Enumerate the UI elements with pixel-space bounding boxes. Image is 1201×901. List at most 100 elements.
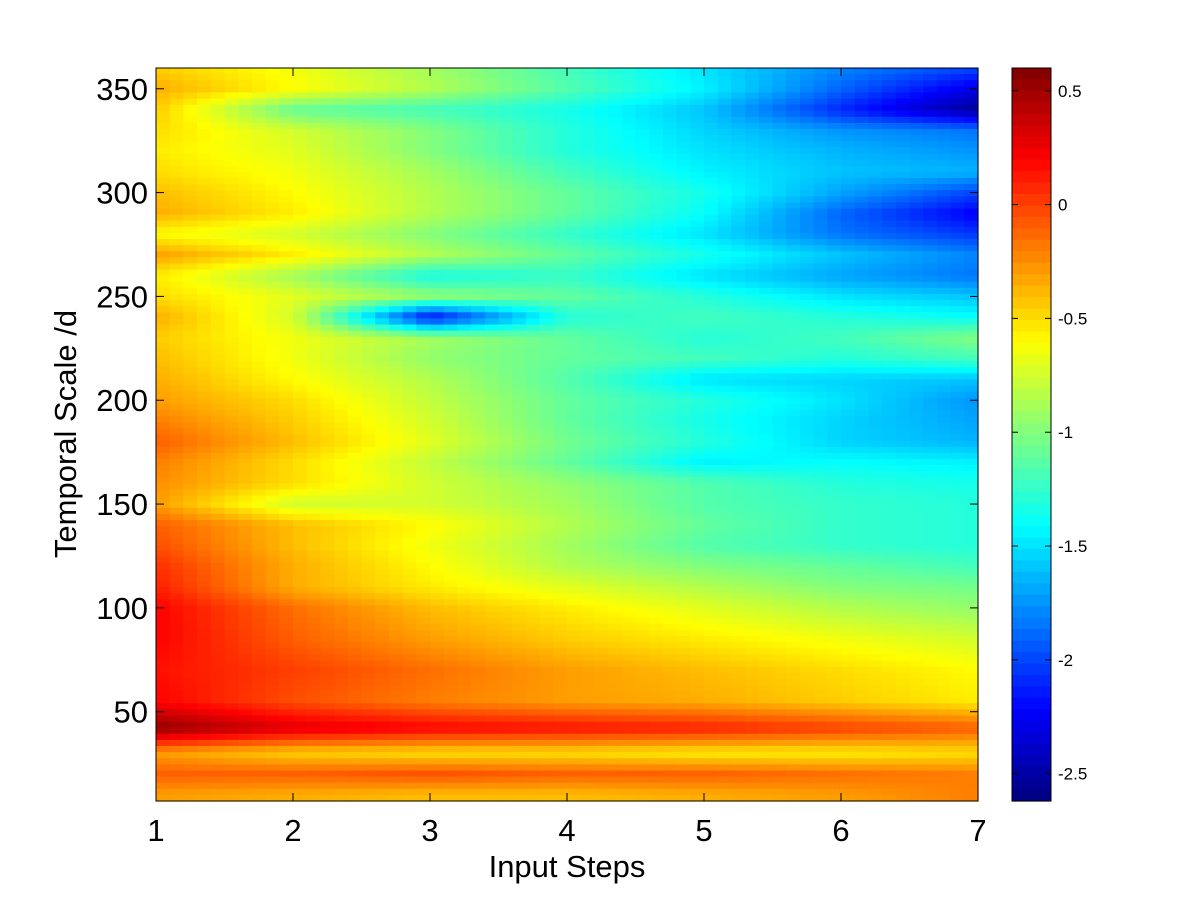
heatmap-cell: [950, 373, 965, 381]
heatmap-cell: [567, 410, 582, 417]
heatmap-cell: [731, 416, 746, 423]
heatmap-cell: [293, 92, 308, 100]
heatmap-cell: [512, 171, 527, 179]
heatmap-cell: [224, 214, 239, 222]
heatmap-cell: [580, 342, 595, 350]
heatmap-cell: [786, 397, 801, 405]
heatmap-cell: [772, 324, 787, 332]
heatmap-cell: [580, 556, 595, 564]
heatmap-cell: [868, 269, 883, 277]
heatmap-cell: [772, 428, 787, 436]
heatmap-cell: [183, 190, 198, 197]
heatmap-cell: [717, 220, 732, 228]
heatmap-cell: [471, 226, 486, 234]
heatmap-cell: [169, 92, 184, 100]
heatmap-cell: [279, 318, 294, 326]
heatmap-cell: [210, 147, 226, 155]
heatmap-cell: [361, 306, 376, 313]
heatmap-cell: [745, 220, 760, 228]
heatmap-cell: [635, 422, 650, 429]
heatmap-cell: [293, 312, 308, 320]
heatmap-cell: [950, 342, 965, 350]
heatmap-cell: [950, 391, 965, 399]
heatmap-cell: [882, 257, 897, 265]
heatmap-cell: [854, 452, 869, 460]
heatmap-cell: [909, 110, 924, 118]
heatmap-cell: [923, 171, 938, 179]
heatmap-cell: [662, 471, 678, 478]
heatmap-cell: [964, 562, 979, 570]
heatmap-cell: [676, 520, 691, 527]
heatmap-cell: [649, 538, 664, 546]
heatmap-cell: [416, 428, 431, 436]
heatmap-cell: [923, 263, 938, 271]
heatmap-cell: [169, 342, 184, 350]
heatmap-cell: [621, 361, 637, 368]
heatmap-cell: [388, 245, 404, 252]
heatmap-cell: [841, 177, 856, 185]
heatmap-cell: [882, 489, 897, 497]
heatmap-cell: [868, 422, 883, 429]
heatmap-cell: [895, 141, 911, 149]
heatmap-cell: [539, 520, 554, 527]
heatmap-cell: [388, 122, 404, 130]
heatmap-cell: [704, 306, 719, 313]
heatmap-cell: [690, 135, 705, 142]
heatmap-cell: [567, 306, 582, 313]
heatmap-cell: [197, 501, 212, 509]
heatmap-cell: [827, 446, 842, 454]
heatmap-cell: [169, 196, 184, 203]
heatmap-cell: [690, 348, 705, 356]
heatmap-cell: [183, 483, 198, 491]
heatmap-cell: [882, 220, 897, 228]
heatmap-cell: [772, 434, 787, 442]
heatmap-cell: [306, 495, 321, 503]
heatmap-cell: [731, 80, 746, 87]
heatmap-cell: [717, 306, 732, 313]
heatmap-cell: [539, 434, 554, 442]
heatmap-cell: [567, 416, 582, 423]
heatmap-cell: [717, 471, 732, 478]
heatmap-cell: [361, 171, 376, 179]
heatmap-cell: [608, 355, 623, 362]
heatmap-cell: [923, 428, 938, 436]
heatmap-cell: [731, 153, 746, 161]
heatmap-cell: [265, 538, 280, 546]
heatmap-cell: [649, 104, 664, 112]
heatmap-cell: [293, 68, 308, 75]
heatmap-cell: [306, 348, 321, 356]
heatmap-cell: [745, 348, 760, 356]
heatmap-cell: [279, 391, 294, 399]
heatmap-cell: [676, 507, 691, 515]
heatmap-cell: [416, 483, 431, 491]
heatmap-cell: [347, 336, 363, 344]
heatmap-cell: [635, 92, 650, 100]
heatmap-cell: [841, 275, 856, 283]
heatmap-cell: [662, 92, 678, 100]
heatmap-cell: [279, 116, 294, 124]
heatmap-cell: [471, 104, 486, 112]
heatmap-cell: [868, 312, 883, 320]
heatmap-cell: [717, 416, 732, 423]
heatmap-cell: [868, 532, 883, 539]
heatmap-cell: [786, 214, 801, 222]
heatmap-cell: [731, 202, 746, 210]
heatmap-cell: [539, 367, 554, 375]
heatmap-cell: [539, 477, 554, 484]
heatmap-cell: [402, 556, 417, 564]
heatmap-cell: [827, 269, 842, 277]
heatmap-cell: [238, 416, 253, 423]
heatmap-cell: [512, 318, 527, 326]
heatmap-cell: [567, 80, 582, 87]
heatmap-cell: [662, 190, 678, 197]
heatmap-cell: [690, 171, 705, 179]
heatmap-cell: [827, 477, 842, 484]
heatmap-cell: [745, 526, 760, 533]
heatmap-cell: [868, 446, 883, 454]
heatmap-cell: [717, 196, 732, 203]
heatmap-cell: [772, 68, 787, 75]
heatmap-cell: [498, 422, 513, 429]
heatmap-cell: [649, 471, 664, 478]
heatmap-cell: [402, 330, 417, 338]
heatmap-cell: [635, 220, 650, 228]
